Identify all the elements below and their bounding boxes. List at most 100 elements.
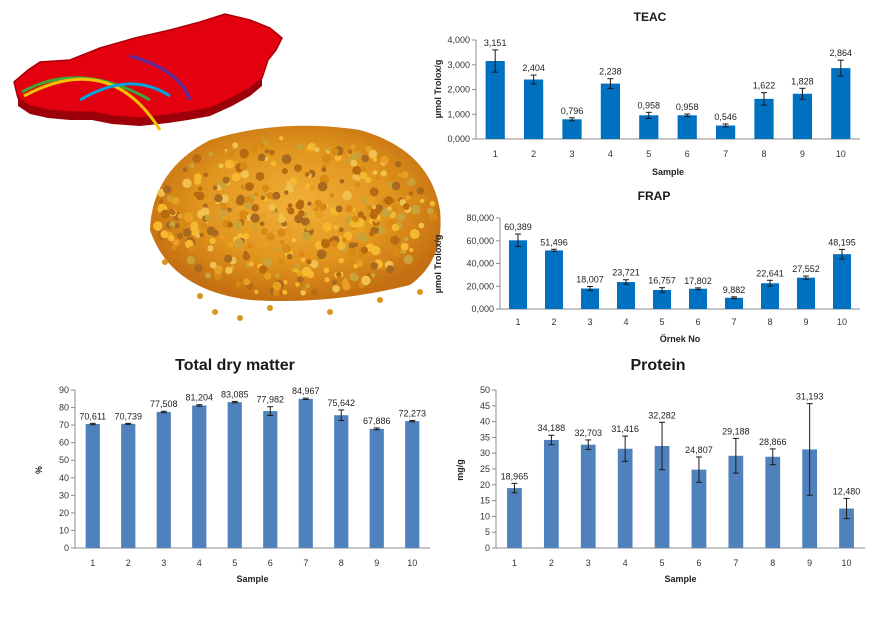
pollen-grain [236,194,245,203]
bar [263,411,278,548]
pollen-grain [371,205,377,210]
pollen-grain [260,212,266,219]
y-tick-label: 25 [480,464,490,474]
y-tick-label: 10 [59,525,69,535]
bar [716,125,736,139]
turkey-map-icon [13,13,283,131]
pollen-grain [343,226,349,232]
y-tick-label: 30 [480,448,490,458]
pollen-grain [380,170,387,177]
pollen-grain [225,266,233,275]
pollen-grain [205,272,212,279]
pollen-grain [317,181,328,192]
pollen-grain [401,171,409,179]
error-bar [623,279,629,285]
pollen-grain [282,289,288,295]
x-tick-label: 7 [731,317,736,327]
pollen-grain [397,212,406,222]
pollen-grain [361,154,369,163]
error-bar [231,400,238,404]
pollen-grain [342,190,352,201]
error-bar [492,49,499,73]
y-tick-label: 40 [59,473,69,483]
pollen-grain [197,293,203,299]
x-tick-label: 6 [695,317,700,327]
x-axis-label: Örnek No [660,334,701,344]
pollen-grain [227,222,233,228]
y-tick-label: 35 [480,432,490,442]
data-label: 60,389 [504,222,532,232]
data-label: 72,273 [398,408,426,418]
pollen-grain [179,220,187,229]
pollen-grain [322,154,332,164]
bar [121,423,136,548]
pollen-grain [163,185,172,194]
pollen-grain [279,136,284,141]
chart-title: TEAC [634,10,667,24]
pollen-grain [348,149,353,154]
pollen-grain [285,227,294,237]
x-tick-label: 6 [696,558,701,568]
pollen-grain [232,142,239,149]
pollen-grain [366,205,372,210]
pollen-grain [281,168,288,175]
pollen-grain [359,171,368,180]
error-bar [803,275,809,280]
pollen-grain [204,214,211,221]
bar [639,115,659,139]
pollen-grain [287,207,295,215]
error-bar [767,279,773,287]
chart-teac: TEAC 0,000 1,000 2,000 3,000 4,000 3,151 1 2,404… [433,10,860,177]
pollen-grain [239,162,248,171]
data-label: 29,188 [722,426,750,436]
x-tick-label: 4 [197,558,202,568]
pollen-grain [171,196,180,205]
pollen-grain [249,143,259,153]
error-bar [160,410,167,414]
pollen-grain [200,222,207,229]
pollen-grain [323,267,330,274]
chart-title: Protein [630,357,685,374]
pollen-grain [248,261,254,267]
pollen-grain [245,182,254,191]
bar [298,398,313,548]
pollen-grain [243,278,251,286]
bar [581,288,599,309]
y-tick-label: 30 [59,490,69,500]
x-tick-label: 1 [90,558,95,568]
y-tick-label: 80,000 [466,213,494,223]
pollen-grain [219,234,225,240]
data-label: 31,416 [611,424,639,434]
bee-pollen-pile-icon [150,125,441,321]
pollen-grain [212,309,218,315]
pollen-grain [338,227,344,233]
x-tick-label: 4 [623,558,628,568]
pollen-grain [395,161,402,168]
pollen-grain [207,245,214,252]
bar [617,448,633,548]
pollen-grain [239,148,249,159]
pollen-grain [167,195,173,201]
pollen-grain [376,226,385,235]
error-bar [731,296,737,300]
pollen-grain [247,243,253,249]
data-label: 22,641 [756,268,784,278]
pollen-grain [391,181,401,191]
pollen-grain [286,253,293,260]
pollen-grain [259,221,265,227]
pollen-grain [417,289,423,295]
data-label: 70,739 [114,411,142,421]
data-label: 9,882 [723,285,746,295]
pollen-grain [264,149,269,154]
pollen-grain [174,222,180,229]
y-tick-label: 0,000 [471,304,494,314]
bar [653,289,671,309]
data-label: 0,546 [714,112,737,122]
error-bar [806,403,813,496]
x-tick-label: 6 [685,149,690,159]
bar [509,240,527,309]
pollen-grain [287,203,293,209]
pollen-grain [296,143,304,151]
